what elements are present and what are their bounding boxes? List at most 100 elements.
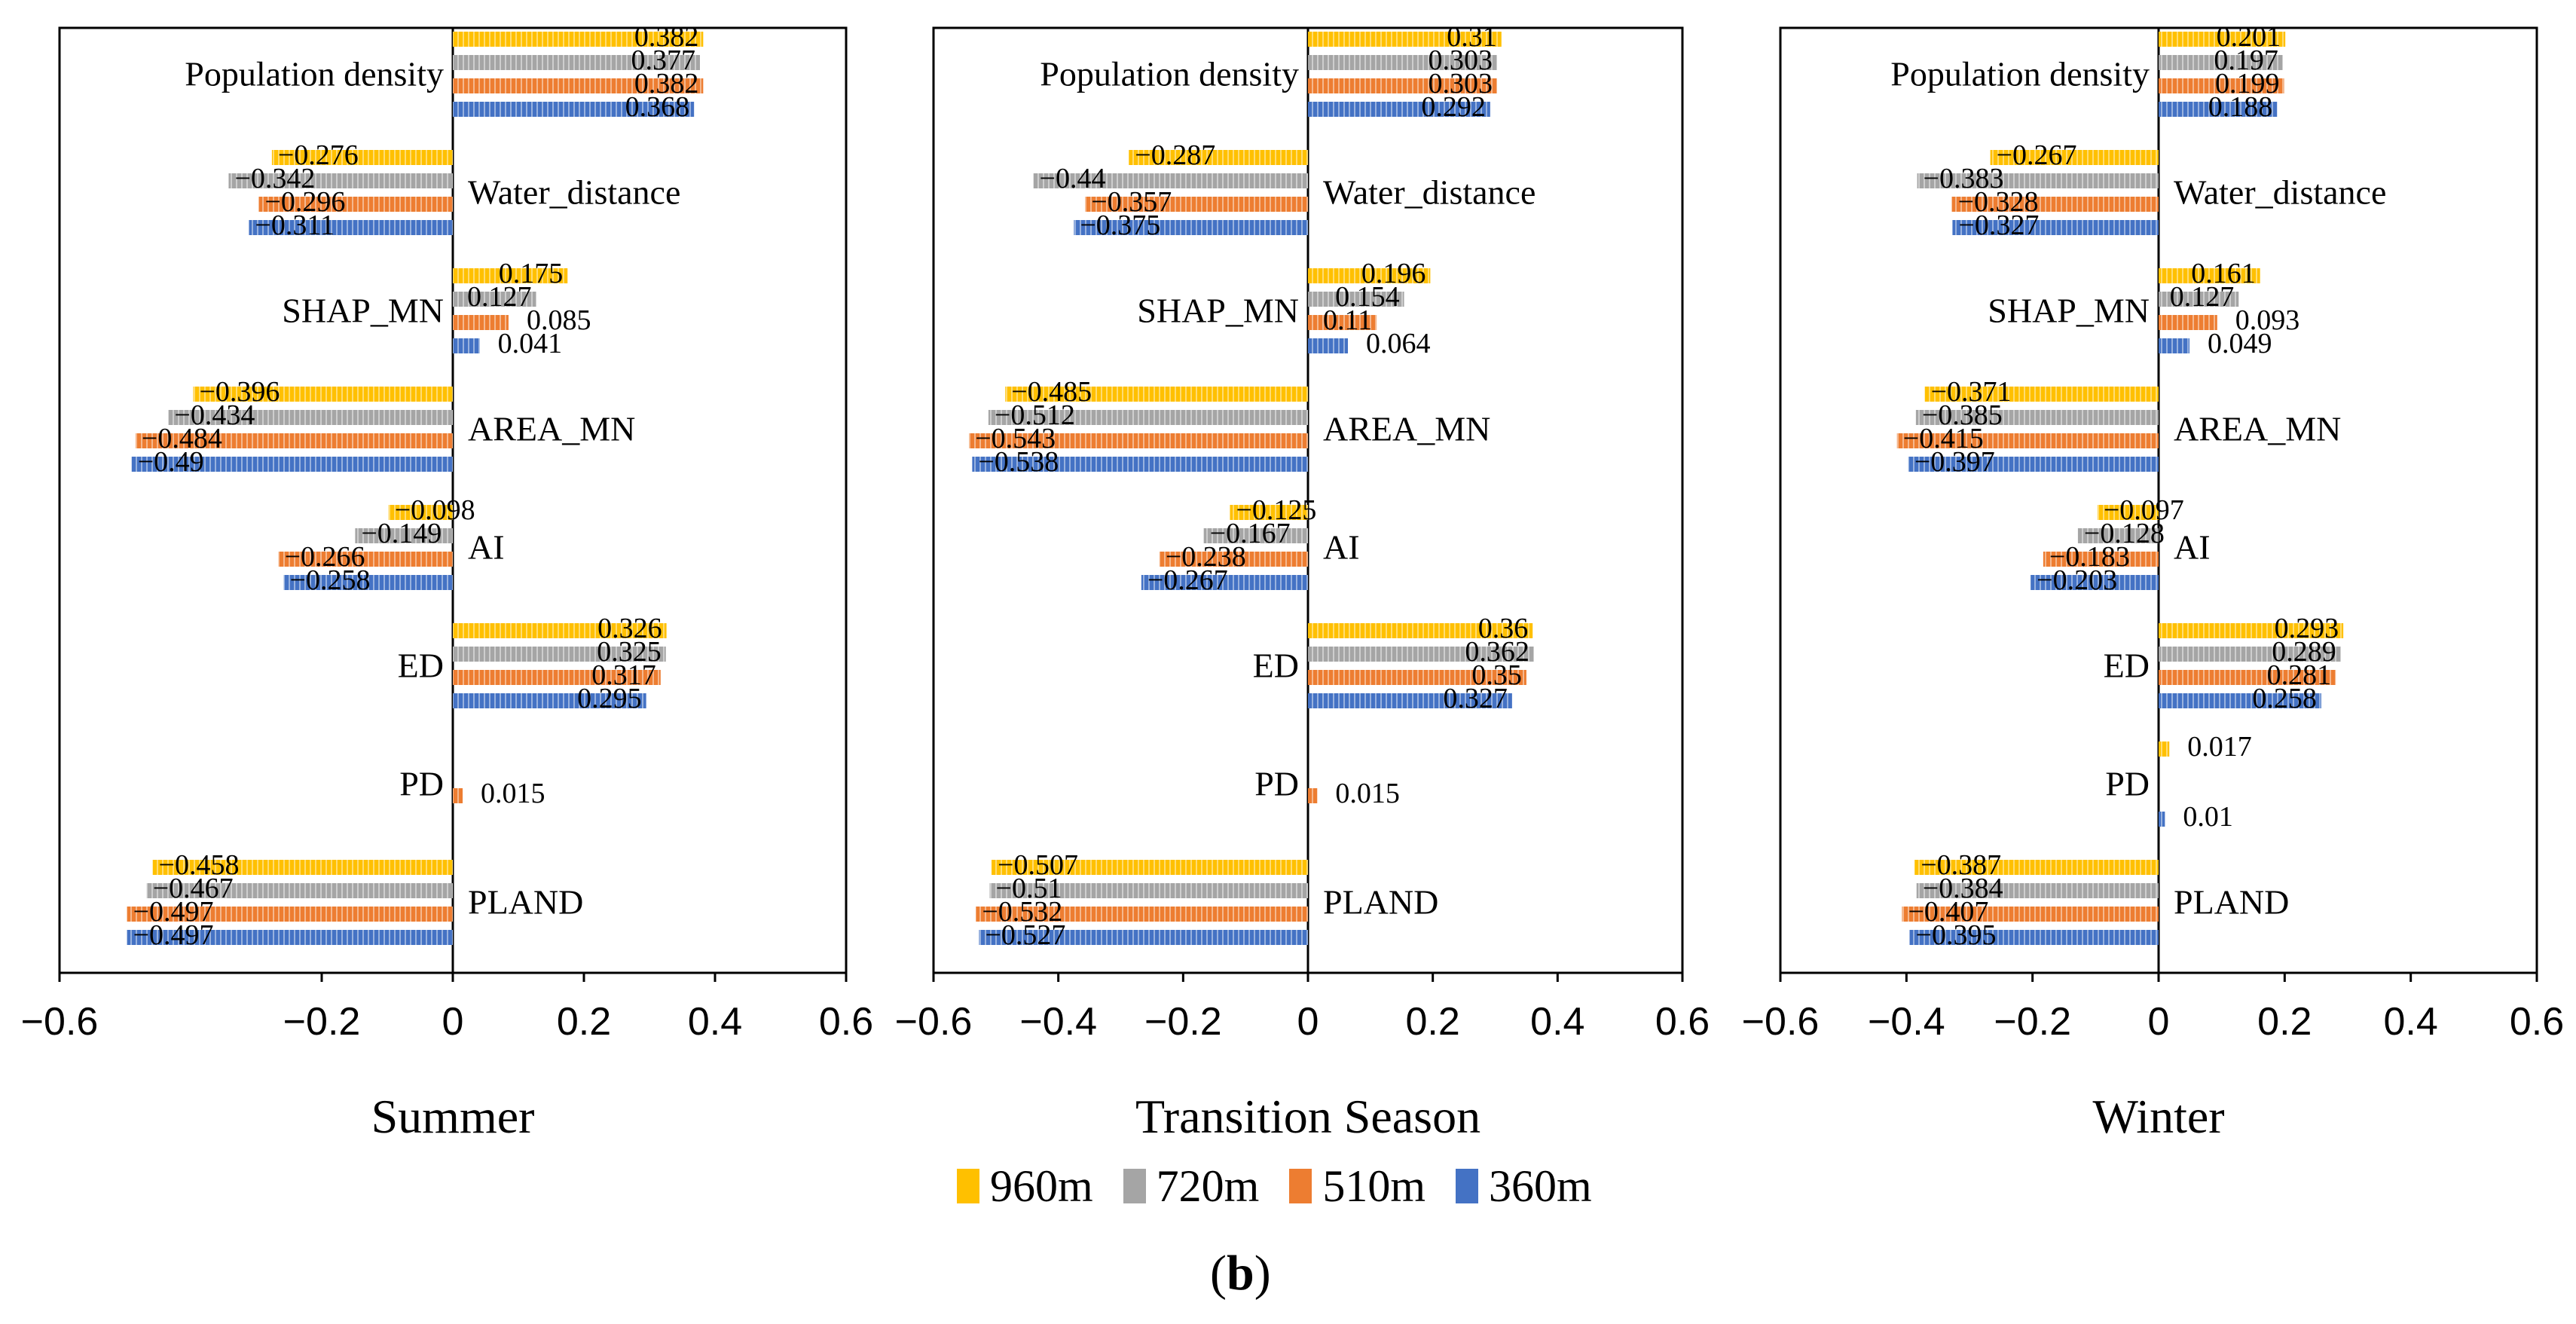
x-tick-label: −0.6 [21, 1000, 99, 1044]
legend-swatch-360m [1456, 1169, 1479, 1203]
bar-area-mn-720m-hatch [988, 410, 1308, 425]
value-label-population-density-360m: 0.368 [625, 91, 690, 123]
bar-ai-510m-hatch [1159, 552, 1308, 567]
bar-ed-360m-hatch [2159, 693, 2321, 708]
bar-area-mn-960m-hatch [1005, 387, 1308, 402]
category-label-water-distance: Water_distance [468, 173, 680, 212]
bar-shap-mn-510m-hatch [1308, 315, 1377, 330]
legend-label-960m: 960m [990, 1160, 1093, 1211]
panel-title: Winter [2092, 1090, 2224, 1143]
bar-pland-720m-hatch [1916, 883, 2159, 898]
value-label-ed-510m: 0.281 [2267, 659, 2332, 691]
bar-water-distance-510m-hatch [258, 197, 453, 212]
bar-water-distance-720m-hatch [1917, 173, 2159, 188]
category-label-pland: PLAND [1323, 883, 1438, 922]
x-tick-label: −0.2 [1144, 1000, 1222, 1044]
category-label-ai: AI [2174, 528, 2211, 567]
panel-label-open: ( [1210, 1246, 1227, 1301]
bar-ed-720m-hatch [1308, 647, 1534, 662]
category-label-area-mn: AREA_MN [468, 410, 635, 448]
value-label-pland-960m: −0.458 [159, 849, 240, 881]
bar-ed-510m-hatch [453, 670, 661, 685]
value-label-area-mn-960m: −0.396 [199, 376, 280, 408]
panel-winter: −0.6 −0.4 −0.2 0 0.2 0.4 0.6Winter0.2010.1970.… [1742, 21, 2564, 1143]
bar-ed-960m-hatch [453, 623, 667, 638]
bar-shap-mn-720m-hatch [453, 292, 536, 307]
value-label-water-distance-360m: −0.311 [255, 209, 335, 241]
category-label-area-mn: AREA_MN [2174, 410, 2341, 448]
legend-swatch-960m [957, 1169, 979, 1203]
bar-water-distance-360m-hatch [1074, 220, 1308, 235]
value-label-ai-360m: −0.267 [1147, 564, 1228, 596]
bar-pland-360m-hatch [127, 930, 454, 945]
value-label-population-density-720m: 0.377 [631, 44, 695, 76]
value-label-water-distance-510m: −0.328 [1958, 186, 2039, 218]
value-label-population-density-360m: 0.292 [1421, 91, 1486, 123]
value-label-area-mn-720m: −0.512 [995, 399, 1075, 431]
value-label-ai-360m: −0.258 [290, 564, 371, 596]
bar-area-mn-720m-hatch [168, 410, 454, 425]
bar-water-distance-360m-hatch [1952, 220, 2159, 235]
value-label-shap-mn-720m: 0.154 [1335, 281, 1400, 313]
value-label-water-distance-960m: −0.287 [1135, 139, 1215, 171]
bar-pland-510m-hatch [127, 907, 454, 922]
figure-panel-label: (b) [1210, 1245, 1271, 1302]
bar-water-distance-510m-hatch [1085, 197, 1308, 212]
bar-shap-mn-960m-hatch [453, 268, 568, 283]
value-label-water-distance-510m: −0.357 [1091, 186, 1172, 218]
value-label-water-distance-360m: −0.327 [1958, 209, 2039, 241]
value-label-ai-960m: −0.098 [395, 494, 475, 526]
value-label-water-distance-720m: −0.342 [234, 163, 315, 194]
value-label-population-density-960m: 0.31 [1447, 21, 1497, 53]
value-label-pland-960m: −0.507 [998, 849, 1078, 881]
x-tick-label: 0.6 [1655, 1000, 1710, 1044]
value-label-population-density-720m: 0.303 [1428, 44, 1493, 76]
x-tick-label: −0.2 [1994, 1000, 2071, 1044]
value-label-water-distance-720m: −0.44 [1040, 163, 1106, 194]
bar-population-density-960m-hatch [2159, 32, 2286, 47]
value-label-ed-720m: 0.325 [597, 636, 662, 668]
x-tick-label: 0 [2148, 1000, 2170, 1044]
value-label-ed-510m: 0.317 [591, 659, 656, 691]
value-label-pd-510m: 0.015 [481, 778, 545, 809]
value-label-shap-mn-510m: 0.11 [1323, 304, 1372, 336]
bar-ai-360m-hatch [283, 575, 453, 590]
bar-ed-960m-hatch [1308, 623, 1533, 638]
value-label-pd-960m: 0.017 [2187, 731, 2252, 763]
category-label-water-distance: Water_distance [2174, 173, 2386, 212]
value-label-shap-mn-360m: 0.049 [2208, 328, 2272, 359]
x-tick-label: 0 [442, 1000, 464, 1044]
bar-water-distance-960m-hatch [1129, 150, 1308, 165]
bar-ed-360m-hatch [453, 693, 646, 708]
bar-ed-510m-hatch [2159, 670, 2336, 685]
value-label-ed-360m: 0.258 [2252, 683, 2317, 714]
bar-ai-960m-hatch [1230, 505, 1308, 520]
legend-label-360m: 360m [1489, 1160, 1592, 1211]
bar-area-mn-960m-hatch [1924, 387, 2159, 402]
bar-ai-960m-hatch [388, 505, 453, 520]
category-label-shap-mn: SHAP_MN [282, 292, 444, 330]
value-label-shap-mn-720m: 0.127 [467, 281, 532, 313]
bar-pland-720m-hatch [989, 883, 1308, 898]
category-label-pland: PLAND [2174, 883, 2289, 922]
value-label-ai-960m: −0.097 [2104, 494, 2184, 526]
bar-water-distance-720m-hatch [1033, 173, 1308, 188]
panel-label-close: ) [1254, 1246, 1271, 1301]
value-label-ai-510m: −0.183 [2049, 541, 2130, 573]
value-label-water-distance-960m: −0.276 [278, 139, 359, 171]
value-label-shap-mn-720m: 0.127 [2170, 281, 2235, 313]
value-label-shap-mn-360m: 0.064 [1366, 328, 1431, 359]
x-tick-label: 0.2 [557, 1000, 611, 1044]
value-label-ai-360m: −0.203 [2037, 564, 2117, 596]
x-tick-label: 0.4 [688, 1000, 742, 1044]
value-label-pd-510m: 0.015 [1335, 778, 1400, 809]
value-label-area-mn-510m: −0.543 [975, 423, 1056, 454]
bar-population-density-960m-hatch [1308, 32, 1502, 47]
bar-population-density-360m-hatch [2159, 102, 2278, 117]
bar-population-density-510m-hatch [453, 78, 704, 93]
bar-shap-mn-720m-hatch [2159, 292, 2239, 307]
value-label-area-mn-360m: −0.538 [978, 446, 1059, 478]
bar-ed-720m-hatch [453, 647, 666, 662]
bar-ed-720m-hatch [2159, 647, 2341, 662]
